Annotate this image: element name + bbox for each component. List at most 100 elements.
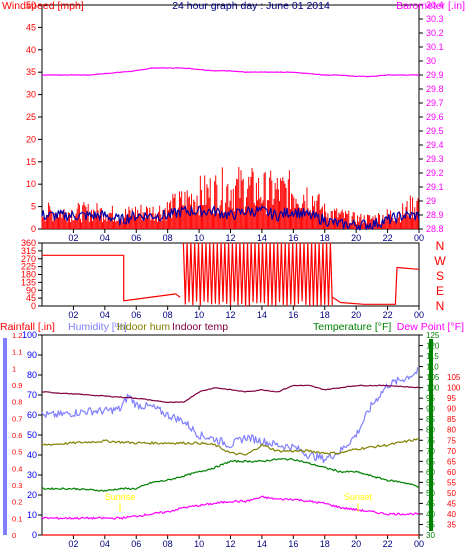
wind-x-tick-label: 00 [414, 233, 424, 243]
baro-y-tick-label: 29.2 [426, 168, 444, 178]
rain-y-tick-label: 1 [12, 364, 16, 373]
temperature-axis-bar [429, 339, 433, 531]
compass-s: S [436, 269, 444, 283]
rain-y-tick-label: 0.6 [12, 431, 22, 440]
temp-y-tick-label: 50 [426, 489, 435, 498]
dew-y-tick-label: 55 [447, 478, 456, 487]
dir-x-tick-label: 20 [351, 310, 361, 320]
compass-n-top: N [436, 239, 445, 253]
wind-y-tick-label: 30 [26, 90, 36, 100]
climate-panel-frame [41, 334, 420, 536]
temp-y-tick-label: 70 [426, 447, 435, 456]
hum-y-tick-label: 70 [27, 390, 37, 400]
hum-y-tick-label: 30 [27, 470, 37, 480]
temp-y-tick-label: 80 [426, 426, 435, 435]
dir-x-tick-label: 18 [320, 310, 330, 320]
temp-y-tick-label: 100 [426, 384, 440, 393]
baro-y-tick-label: 28.8 [426, 224, 444, 234]
climate-x-tick-label: 06 [131, 539, 141, 549]
dir-x-tick-label: 16 [288, 310, 298, 320]
dir-y-tick-label: 135 [21, 277, 36, 287]
climate-x-tick-label: 02 [68, 539, 78, 549]
wind-x-tick-label: 18 [320, 233, 330, 243]
windspeed-line [41, 205, 420, 231]
hum-y-tick-label: 20 [27, 490, 37, 500]
climate-x-tick-label: 04 [100, 539, 110, 549]
temp-y-tick-label: 30 [426, 531, 435, 540]
dew-point-line [41, 495, 420, 520]
windspeed-axis-title: Windspeed [mph] [2, 0, 84, 12]
temp-y-tick-label: 90 [426, 405, 435, 414]
dir-y-tick-label: 315 [21, 246, 36, 256]
baro-y-tick-label: 29.8 [426, 84, 444, 94]
indoor-temp-line [41, 384, 420, 404]
rainfall-axis-title: Rainfall [.in] [0, 321, 55, 333]
humidity-axis-bar [3, 338, 7, 535]
baro-y-tick-label: 30.3 [426, 14, 444, 24]
dir-x-tick-label: 22 [383, 310, 393, 320]
compass-w: W [434, 254, 446, 268]
rain-y-tick-label: 0.3 [12, 481, 22, 490]
rain-y-tick-label: 0.5 [12, 448, 22, 457]
baro-y-tick-label: 29.3 [426, 154, 444, 164]
wind-x-tick-label: 20 [351, 233, 361, 243]
temp-y-tick-label: 115 [426, 352, 439, 361]
wind-x-tick-label: 16 [288, 233, 298, 243]
rain-y-tick-label: 0.8 [12, 398, 22, 407]
dir-y-tick-label: 270 [21, 254, 36, 264]
humidity-line [41, 366, 420, 464]
rain-y-tick-label: 0.1 [12, 514, 22, 523]
baro-y-tick-label: 30.1 [426, 42, 444, 52]
temperature-axis-title: Temperature [°F] [313, 321, 391, 333]
wind-x-tick-label: 10 [194, 233, 204, 243]
indoor-hum-legend: Indoor hum [117, 321, 170, 333]
sunset-label: Sunset [344, 492, 373, 502]
rain-y-tick-label: 0.4 [12, 464, 22, 473]
temperature-line [41, 457, 420, 492]
baro-y-tick-label: 29.1 [426, 182, 444, 192]
x-tick-labels: 02 04 06 08 10 12 14 16 18 20 22 00 02 04 06 08 10 12 14 16… [68, 233, 424, 549]
wind-y-tick-label: 5 [31, 202, 36, 212]
dir-x-tick-label: 00 [414, 310, 424, 320]
dew-y-tick-label: 45 [447, 499, 456, 508]
wind-y-tick-label: 15 [26, 157, 36, 167]
dew-y-tick-label: 50 [447, 489, 456, 498]
rain-y-tick-label: 0.7 [12, 414, 22, 423]
climate-x-tick-label: 00 [414, 539, 424, 549]
climate-x-tick-label: 20 [351, 539, 361, 549]
dew-y-tick-label: 75 [447, 436, 456, 445]
temp-y-tick-label: 95 [426, 394, 435, 403]
dir-y-tick-label: 90 [26, 285, 36, 295]
wind-y-tick-label: 20 [26, 134, 36, 144]
rain-y-tick-label: 0.9 [12, 381, 22, 390]
temp-y-tick-label: 120 [426, 342, 440, 351]
temp-y-tick-label: 110 [426, 363, 439, 372]
climate-x-tick-label: 12 [225, 539, 235, 549]
dew-y-tick-label: 80 [447, 426, 456, 435]
wind-y-tick-label: 10 [26, 179, 36, 189]
baro-y-tick-label: 29.4 [426, 140, 444, 150]
dir-x-tick-label: 08 [163, 310, 173, 320]
dew-y-tick-label: 40 [447, 510, 456, 519]
wind-y-tick-label: 25 [26, 112, 36, 122]
dew-y-tick-label: 90 [447, 405, 456, 414]
baro-y-tick-label: 30.2 [426, 28, 444, 38]
temp-y-tick-label: 75 [426, 436, 435, 445]
tick-labels: 0510152025303540455028.828.92929.129.229… [12, 0, 461, 540]
hum-y-tick-label: 80 [27, 370, 37, 380]
dir-y-tick-label: 180 [21, 270, 36, 280]
wind-direction-variable [182, 242, 333, 307]
hum-y-tick-label: 0 [32, 530, 37, 540]
wind-x-tick-label: 06 [131, 233, 141, 243]
hum-y-tick-label: 90 [27, 350, 37, 360]
indoor-temp-legend: Indoor temp [172, 321, 228, 333]
hum-y-tick-label: 10 [27, 510, 37, 520]
wind-y-tick-label: 0 [31, 224, 36, 234]
dir-y-tick-label: 360 [21, 238, 36, 248]
wind-x-tick-label: 04 [100, 233, 110, 243]
wind-x-tick-label: 02 [68, 233, 78, 243]
climate-x-tick-label: 08 [163, 539, 173, 549]
dew-y-tick-label: 60 [447, 468, 456, 477]
dew-point-axis-title: Dew Point [°F] [397, 321, 464, 333]
